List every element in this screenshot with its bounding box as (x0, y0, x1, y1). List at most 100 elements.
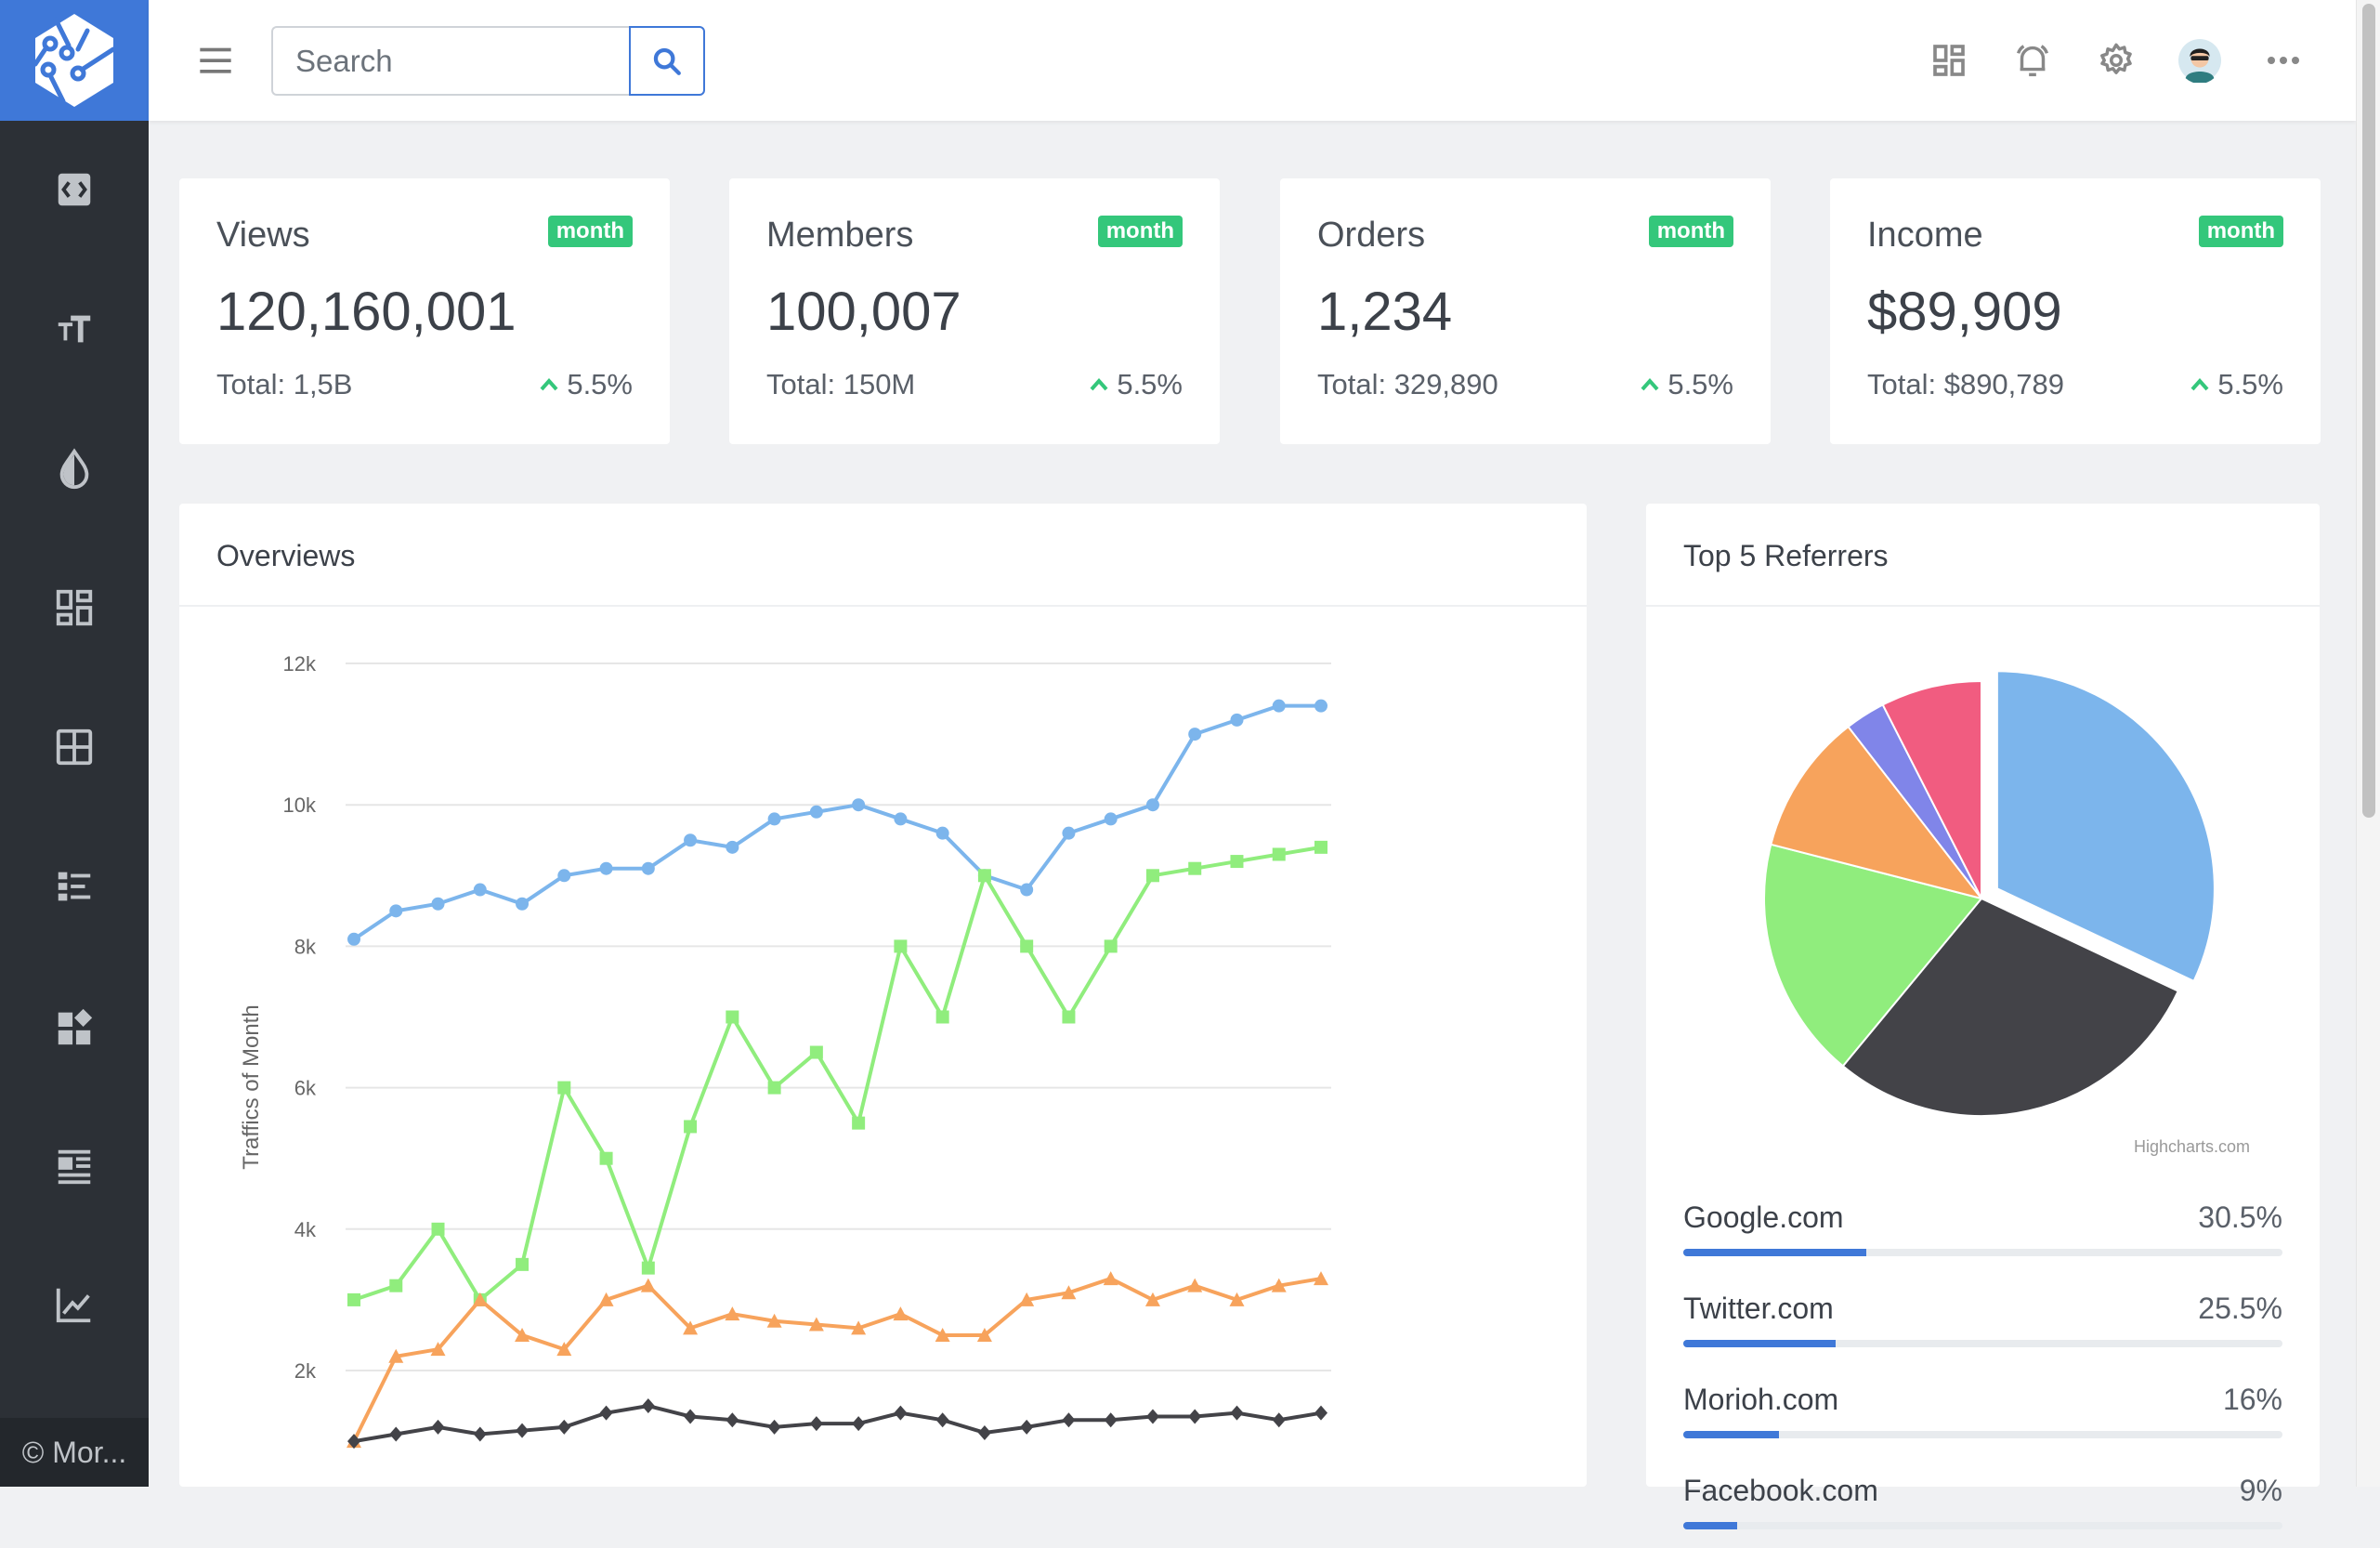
avatar[interactable] (2178, 39, 2221, 83)
data-point-diamond[interactable] (1230, 1405, 1244, 1421)
data-point-diamond[interactable] (347, 1434, 360, 1450)
data-point-square[interactable] (1314, 840, 1327, 854)
more-button[interactable] (2262, 39, 2305, 82)
data-point-triangle[interactable] (935, 1327, 950, 1342)
data-point-square[interactable] (599, 1151, 613, 1165)
data-point-square[interactable] (557, 1081, 571, 1095)
app-logo[interactable] (0, 0, 149, 121)
data-point-square[interactable] (1020, 939, 1034, 953)
data-point-triangle[interactable] (893, 1306, 909, 1321)
data-point-circle[interactable] (1104, 812, 1118, 826)
settings-button[interactable] (2095, 39, 2138, 82)
data-point-circle[interactable] (473, 883, 487, 897)
sidebar-item-tables[interactable] (0, 701, 149, 794)
sidebar-item-typography[interactable] (0, 282, 149, 374)
sidebar-item-articles[interactable] (0, 1120, 149, 1213)
data-point-circle[interactable] (1062, 826, 1076, 840)
data-point-circle[interactable] (347, 932, 360, 946)
data-point-square[interactable] (767, 1081, 781, 1095)
data-point-square[interactable] (1188, 861, 1202, 875)
data-point-triangle[interactable] (472, 1292, 488, 1306)
data-point-diamond[interactable] (1062, 1412, 1076, 1428)
page-scrollbar[interactable] (2356, 0, 2380, 1487)
data-point-circle[interactable] (767, 812, 781, 826)
data-point-square[interactable] (726, 1010, 739, 1024)
data-point-circle[interactable] (1188, 728, 1202, 741)
data-point-diamond[interactable] (852, 1416, 866, 1432)
data-point-square[interactable] (641, 1261, 655, 1275)
data-point-diamond[interactable] (1188, 1409, 1202, 1424)
data-point-triangle[interactable] (556, 1342, 572, 1357)
data-point-triangle[interactable] (1019, 1292, 1035, 1306)
data-point-diamond[interactable] (1145, 1409, 1159, 1424)
data-point-triangle[interactable] (766, 1313, 782, 1328)
data-point-triangle[interactable] (683, 1320, 699, 1335)
data-point-circle[interactable] (389, 904, 403, 918)
data-point-circle[interactable] (599, 861, 613, 875)
data-point-circle[interactable] (431, 897, 445, 911)
data-point-square[interactable] (347, 1292, 360, 1306)
search-button[interactable] (629, 26, 705, 96)
data-point-circle[interactable] (726, 840, 739, 854)
data-point-triangle[interactable] (725, 1306, 740, 1321)
data-point-triangle[interactable] (1271, 1278, 1287, 1292)
data-point-circle[interactable] (684, 833, 698, 847)
data-point-triangle[interactable] (1314, 1271, 1328, 1286)
data-point-diamond[interactable] (641, 1398, 655, 1414)
data-point-square[interactable] (516, 1257, 530, 1271)
data-point-circle[interactable] (1020, 883, 1034, 897)
data-point-triangle[interactable] (1103, 1271, 1118, 1286)
data-point-triangle[interactable] (388, 1348, 404, 1363)
data-point-circle[interactable] (852, 798, 866, 812)
data-point-square[interactable] (809, 1045, 823, 1059)
data-point-circle[interactable] (1272, 699, 1286, 713)
data-point-diamond[interactable] (935, 1412, 949, 1428)
data-point-diamond[interactable] (1104, 1412, 1118, 1428)
sidebar-item-colors[interactable] (0, 423, 149, 516)
pie-slice[interactable] (1881, 679, 1982, 899)
data-point-square[interactable] (1145, 869, 1159, 883)
highcharts-credit[interactable]: Highcharts.com (2134, 1137, 2251, 1156)
data-point-square[interactable] (1272, 847, 1286, 861)
data-point-diamond[interactable] (726, 1412, 739, 1428)
data-point-diamond[interactable] (684, 1409, 698, 1424)
data-point-triangle[interactable] (598, 1292, 614, 1306)
sidebar-item-charts[interactable] (0, 1258, 149, 1351)
data-point-diamond[interactable] (809, 1416, 823, 1432)
pie-slice[interactable] (1995, 670, 2216, 983)
data-point-circle[interactable] (557, 869, 571, 883)
data-point-circle[interactable] (809, 805, 823, 819)
data-point-triangle[interactable] (1187, 1278, 1203, 1292)
sidebar-item-dashboard[interactable] (0, 561, 149, 654)
data-point-diamond[interactable] (389, 1426, 403, 1442)
data-point-circle[interactable] (1145, 798, 1159, 812)
data-point-triangle[interactable] (976, 1327, 992, 1342)
data-point-square[interactable] (1230, 855, 1244, 869)
data-point-square[interactable] (684, 1120, 698, 1134)
data-point-diamond[interactable] (473, 1426, 487, 1442)
sidebar-item-code[interactable] (0, 143, 149, 236)
pie-slice[interactable] (1770, 725, 1984, 900)
data-point-circle[interactable] (1230, 713, 1244, 727)
data-point-triangle[interactable] (1229, 1292, 1245, 1306)
data-point-triangle[interactable] (640, 1278, 656, 1292)
data-point-triangle[interactable] (515, 1327, 530, 1342)
data-point-circle[interactable] (894, 812, 908, 826)
data-point-square[interactable] (1104, 939, 1118, 953)
data-point-diamond[interactable] (599, 1405, 613, 1421)
scrollbar-thumb[interactable] (2362, 4, 2375, 818)
data-point-diamond[interactable] (516, 1423, 530, 1438)
data-point-square[interactable] (935, 1010, 949, 1024)
data-point-diamond[interactable] (431, 1419, 445, 1435)
pie-slice[interactable] (1841, 897, 2180, 1117)
data-point-diamond[interactable] (1020, 1419, 1034, 1435)
data-point-triangle[interactable] (1061, 1285, 1077, 1300)
data-point-diamond[interactable] (1272, 1412, 1286, 1428)
pie-slice[interactable] (1763, 843, 1983, 1068)
data-point-circle[interactable] (641, 861, 655, 875)
data-point-diamond[interactable] (894, 1405, 908, 1421)
data-point-square[interactable] (977, 869, 991, 883)
search-input[interactable] (271, 26, 629, 96)
data-point-triangle[interactable] (1144, 1292, 1160, 1306)
data-point-square[interactable] (431, 1222, 445, 1236)
